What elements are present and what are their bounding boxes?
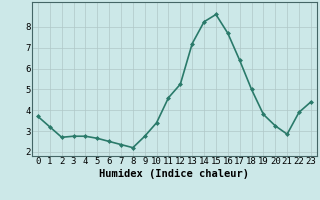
X-axis label: Humidex (Indice chaleur): Humidex (Indice chaleur) bbox=[100, 169, 249, 179]
